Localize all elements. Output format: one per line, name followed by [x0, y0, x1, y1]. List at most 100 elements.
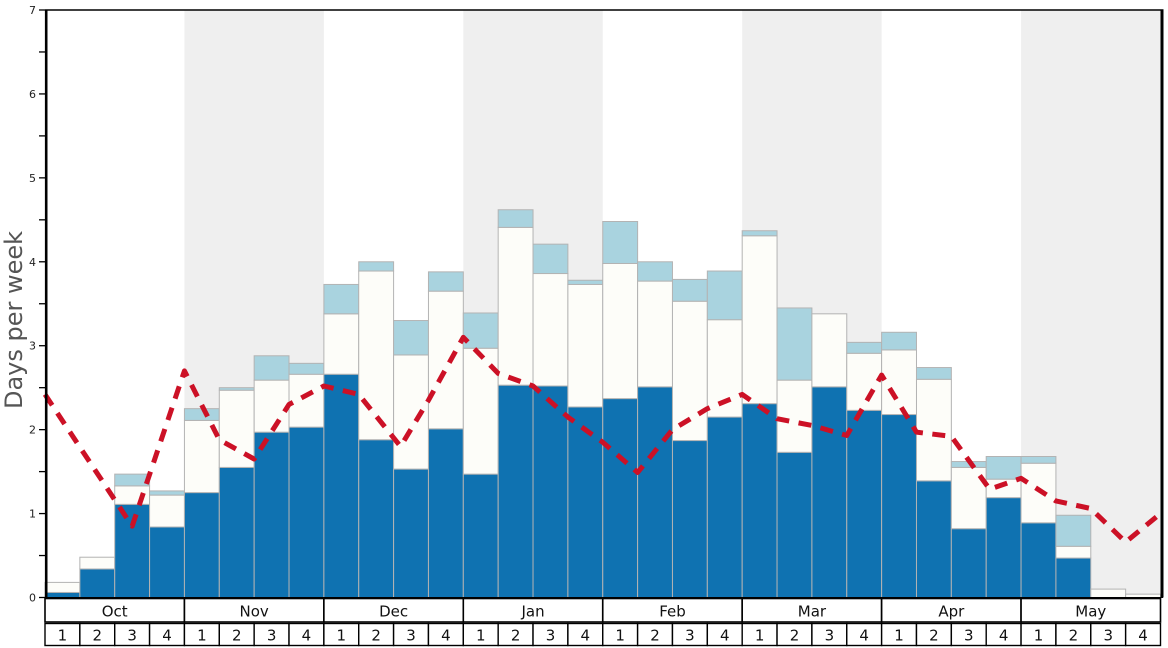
bar-segment-light-snow-days — [323, 283, 360, 315]
bar-segment-light-snow-days — [462, 312, 499, 349]
bar-segment-moderate-snow-days — [741, 235, 778, 405]
bar-segment-moderate-snow-days — [1125, 593, 1161, 599]
bar-segment-light-snow-days — [776, 307, 813, 381]
bar-segment-light-snow-days — [1055, 514, 1092, 547]
bar-segment-heavy-snow-days — [497, 384, 534, 598]
bar-segment-heavy-snow-days — [358, 439, 395, 599]
bar-segment-heavy-snow-days — [114, 503, 151, 599]
bar-segment-moderate-snow-days — [427, 290, 464, 430]
bar-segment-light-snow-days — [149, 490, 185, 496]
bar-segment-heavy-snow-days — [427, 428, 464, 598]
bar-segment-light-snow-days — [393, 320, 429, 356]
bar-segment-heavy-snow-days — [462, 473, 499, 598]
bar-segment-moderate-snow-days — [602, 262, 639, 400]
bar-segment-moderate-snow-days — [846, 352, 883, 411]
week-label: 2 — [232, 627, 242, 645]
bar-segment-light-snow-days — [846, 341, 883, 354]
week-label: 4 — [859, 627, 869, 645]
y-tick-label: 0 — [29, 592, 36, 605]
y-tick-label: 4 — [29, 256, 36, 269]
month-label: Nov — [240, 603, 269, 621]
bar-segment-light-snow-days — [741, 230, 778, 237]
week-label: 2 — [511, 627, 521, 645]
bar-segment-heavy-snow-days — [846, 409, 883, 599]
bar-segment-heavy-snow-days — [1020, 522, 1057, 599]
week-label: 1 — [894, 627, 904, 645]
bar-segment-heavy-snow-days — [253, 431, 290, 598]
week-label: 2 — [1069, 627, 1079, 645]
y-tick-label: 1 — [29, 508, 36, 521]
bar-segment-heavy-snow-days — [323, 373, 360, 598]
bar-segment-heavy-snow-days — [671, 440, 708, 598]
bar-segment-moderate-snow-days — [288, 373, 325, 428]
bar-segment-moderate-snow-days — [149, 494, 185, 528]
bar-segment-heavy-snow-days — [881, 414, 917, 598]
bar-segment-light-snow-days — [114, 473, 151, 487]
month-label: Apr — [938, 603, 965, 621]
month-label: May — [1075, 603, 1106, 621]
month-label: Feb — [659, 603, 686, 621]
week-label: 1 — [337, 627, 347, 645]
week-label: 2 — [93, 627, 103, 645]
bar-segment-moderate-snow-days — [567, 283, 604, 408]
bar-segment-light-snow-days — [567, 279, 604, 285]
bar-segment-moderate-snow-days — [811, 313, 848, 388]
bar-segment-moderate-snow-days — [358, 270, 395, 441]
week-label: 2 — [929, 627, 939, 645]
week-label: 1 — [1034, 627, 1044, 645]
month-label: Jan — [520, 603, 544, 621]
week-label: 3 — [825, 627, 835, 645]
bar-segment-light-snow-days — [637, 261, 673, 282]
bar-segment-light-snow-days — [671, 278, 708, 302]
bar-segment-heavy-snow-days — [532, 385, 569, 598]
month-cell — [1020, 597, 1162, 623]
week-label: 4 — [720, 627, 730, 645]
bar-segment-heavy-snow-days — [149, 526, 185, 598]
bar-segment-light-snow-days — [218, 387, 255, 391]
bar-segment-moderate-snow-days — [497, 226, 534, 386]
bar-segment-heavy-snow-days — [1055, 557, 1092, 599]
week-label: 2 — [650, 627, 660, 645]
bar-segment-light-snow-days — [497, 209, 534, 228]
week-label: 3 — [267, 627, 277, 645]
bar-segment-heavy-snow-days — [183, 492, 220, 599]
bar-segment-heavy-snow-days — [741, 403, 778, 598]
week-label: 1 — [197, 627, 207, 645]
bar-segment-heavy-snow-days — [637, 386, 673, 599]
bar-segment-light-snow-days — [915, 367, 952, 380]
bar-segment-moderate-snow-days — [44, 581, 81, 593]
bar-segment-heavy-snow-days — [393, 468, 429, 599]
bar-segment-light-snow-days — [288, 362, 325, 375]
bar-segment-heavy-snow-days — [915, 480, 952, 599]
bar-segment-moderate-snow-days — [323, 313, 360, 375]
week-label: 3 — [964, 627, 974, 645]
bar-segment-heavy-snow-days — [706, 416, 743, 598]
bar-segment-moderate-snow-days — [1020, 462, 1057, 524]
week-label: 4 — [999, 627, 1009, 645]
bar-segment-heavy-snow-days — [985, 497, 1022, 598]
month-label: Dec — [379, 603, 408, 621]
week-label: 4 — [1138, 627, 1148, 645]
bar-segment-heavy-snow-days — [602, 398, 639, 599]
week-label: 4 — [581, 627, 591, 645]
bar-segment-light-snow-days — [1020, 456, 1057, 464]
bar-segment-moderate-snow-days — [79, 556, 116, 570]
bar-segment-moderate-snow-days — [183, 419, 220, 494]
bar-segment-moderate-snow-days — [253, 379, 290, 433]
bar-segment-heavy-snow-days — [776, 451, 813, 598]
bar-segment-heavy-snow-days — [567, 406, 604, 598]
bar-segment-heavy-snow-days — [811, 386, 848, 599]
bar-segment-light-snow-days — [602, 221, 639, 264]
bar-segment-light-snow-days — [532, 243, 569, 275]
week-label: 1 — [615, 627, 625, 645]
week-label: 4 — [162, 627, 172, 645]
month-label: Mar — [798, 603, 827, 621]
week-label: 2 — [790, 627, 800, 645]
y-axis-title: Days per week — [0, 231, 28, 409]
bar-segment-light-snow-days — [358, 261, 395, 272]
week-label: 4 — [302, 627, 312, 645]
week-label: 3 — [685, 627, 695, 645]
week-cell — [1124, 622, 1162, 647]
bar-segment-heavy-snow-days — [79, 568, 116, 599]
bar-segment-light-snow-days — [253, 355, 290, 381]
